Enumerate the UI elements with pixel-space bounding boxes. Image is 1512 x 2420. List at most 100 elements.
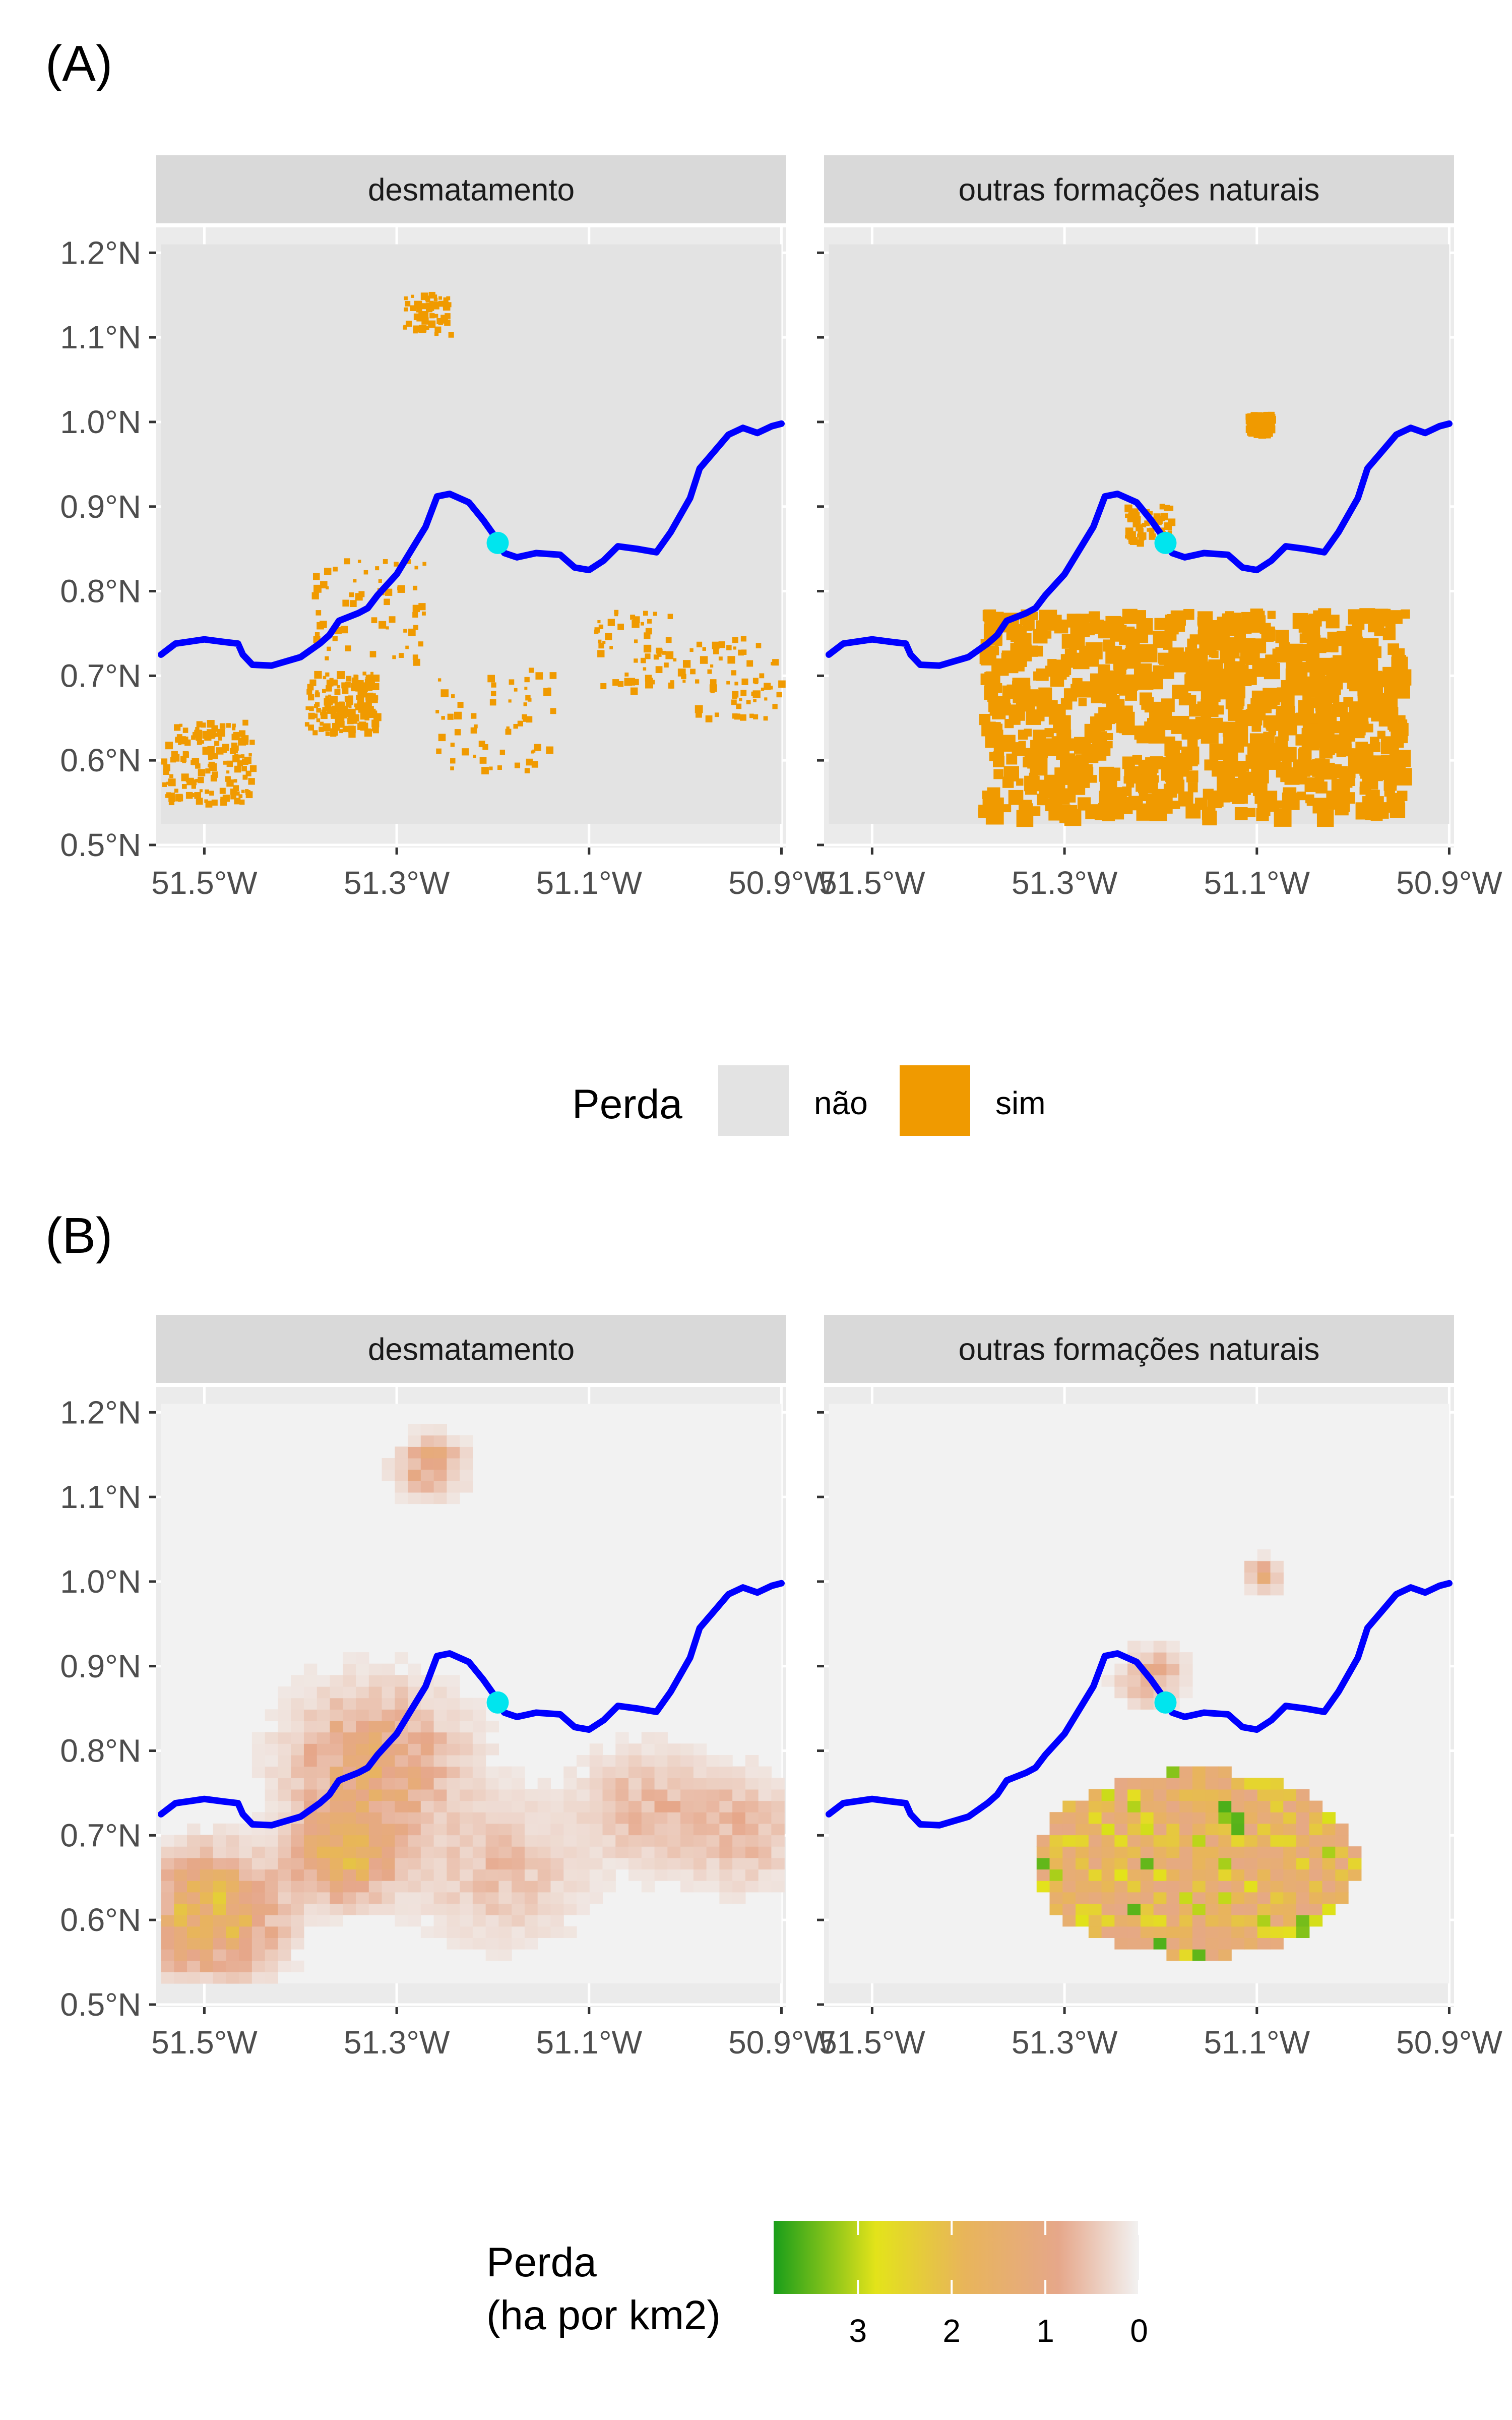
loss-cell [1244, 1881, 1258, 1893]
loss-cell [1101, 1857, 1115, 1870]
loss-cell [1100, 772, 1109, 780]
loss-cell [761, 687, 765, 691]
loss-cell [1183, 609, 1194, 620]
loss-cell [634, 658, 638, 663]
loss-cell [641, 1778, 655, 1790]
loss-cell [1192, 1823, 1206, 1836]
loss-cell [343, 1812, 356, 1824]
loss-cell [987, 693, 997, 702]
loss-cell [330, 1754, 343, 1767]
loss-cell [1209, 649, 1217, 657]
loss-cell [472, 1892, 486, 1904]
loss-cell [472, 1846, 486, 1858]
loss-cell [420, 1732, 434, 1744]
loss-cell [641, 1869, 655, 1881]
site-point [1154, 531, 1177, 554]
loss-cell [355, 1778, 369, 1790]
loss-cell [224, 796, 228, 800]
loss-cell [1140, 1823, 1154, 1836]
loss-cell [1192, 1915, 1206, 1927]
loss-cell [413, 625, 419, 630]
loss-cell [628, 1857, 642, 1870]
loss-cell [753, 699, 757, 702]
x-tick-label: 51.3°W [344, 2024, 450, 2061]
loss-cell [1218, 1938, 1232, 1950]
loss-cell [1342, 670, 1355, 683]
loss-cell [408, 1743, 421, 1756]
loss-cell [1284, 769, 1295, 781]
x-tick-label: 51.5°W [151, 2024, 258, 2061]
loss-cell [576, 1903, 590, 1915]
loss-cell [420, 1481, 434, 1493]
loss-cell [433, 1732, 447, 1744]
loss-cell [563, 1892, 577, 1904]
loss-cell [771, 1869, 785, 1881]
loss-cell [1331, 734, 1343, 746]
loss-cell [330, 1869, 343, 1881]
loss-cell [394, 562, 399, 567]
legend-b-tick-label: 3 [849, 2313, 867, 2349]
loss-cell [563, 1800, 577, 1812]
loss-cell [419, 325, 423, 329]
loss-cell [330, 728, 338, 736]
loss-cell [615, 1800, 629, 1812]
loss-cell [226, 1823, 239, 1836]
loss-cell [355, 1652, 369, 1664]
loss-cell [239, 1926, 253, 1939]
loss-cell [1201, 725, 1219, 744]
loss-cell [589, 1869, 603, 1881]
loss-cell [399, 653, 404, 658]
loss-cell [472, 1778, 486, 1790]
loss-cell [220, 797, 226, 802]
loss-cell [312, 713, 318, 718]
loss-cell [630, 615, 636, 620]
loss-cell [1107, 767, 1120, 781]
loss-cell [278, 1938, 291, 1950]
loss-cell [485, 1926, 499, 1939]
loss-cell [1114, 1926, 1128, 1939]
loss-cell [330, 1686, 343, 1699]
loss-cell [278, 1778, 291, 1790]
loss-cell [265, 1881, 279, 1893]
loss-cell [265, 1789, 279, 1801]
loss-cell [348, 699, 353, 705]
loss-cell [201, 722, 206, 728]
loss-cell [291, 1823, 304, 1836]
loss-cell [303, 1869, 318, 1881]
loss-cell [291, 1857, 304, 1870]
loss-cell [389, 616, 396, 623]
loss-cell [576, 1869, 590, 1881]
loss-cell [1369, 646, 1382, 658]
loss-cell [1060, 698, 1073, 710]
loss-cell [706, 1881, 720, 1893]
loss-cell [340, 722, 344, 726]
loss-cell [1257, 1800, 1271, 1812]
loss-cell [219, 788, 226, 794]
loss-cell [330, 1857, 343, 1870]
loss-cell [408, 1835, 421, 1847]
loss-cell [265, 1949, 279, 1961]
loss-cell [1192, 1766, 1206, 1778]
loss-cell [265, 1846, 279, 1858]
loss-cell [641, 1835, 655, 1847]
loss-cell [447, 1754, 460, 1767]
loss-cell [309, 706, 314, 711]
loss-cell [1048, 659, 1065, 677]
loss-cell [382, 1881, 395, 1893]
loss-cell [434, 314, 438, 318]
loss-cell [174, 724, 181, 731]
loss-cell [734, 713, 740, 720]
loss-cell [472, 1881, 486, 1893]
loss-cell [368, 1778, 383, 1790]
loss-cell [1049, 1892, 1063, 1904]
loss-cell [498, 1846, 512, 1858]
loss-cell [563, 1766, 577, 1778]
loss-cell [1049, 1857, 1063, 1870]
loss-cell [408, 1458, 421, 1470]
loss-cell [1125, 513, 1129, 518]
facet-title: desmatamento [368, 1333, 575, 1367]
loss-cell [239, 799, 245, 805]
loss-cell [1322, 1812, 1336, 1824]
loss-cell [200, 1915, 214, 1927]
